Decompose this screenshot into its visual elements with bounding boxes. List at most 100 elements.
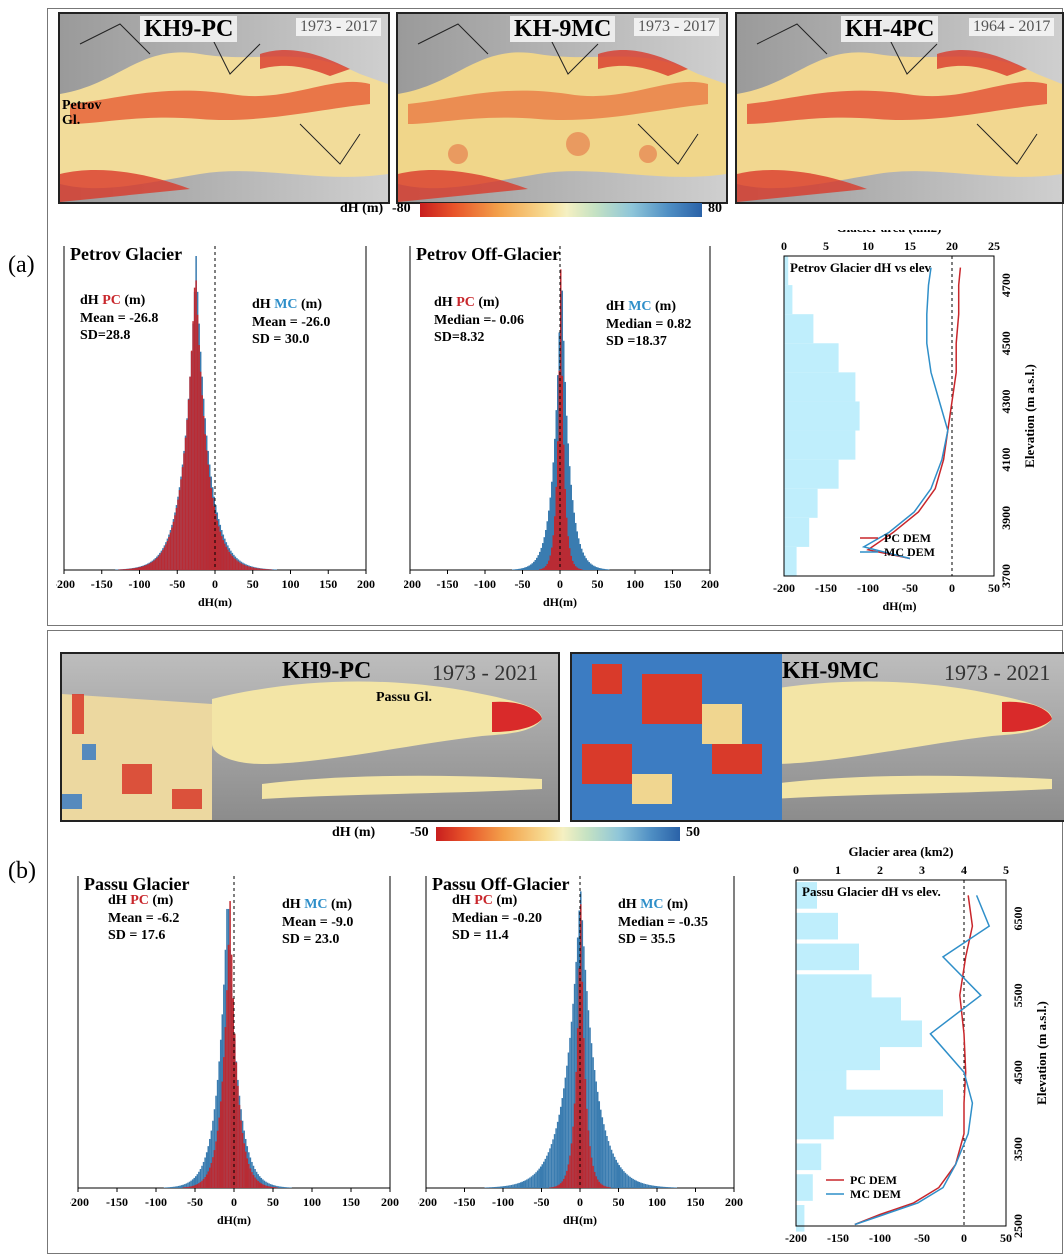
pc-bar: [257, 568, 259, 570]
pc-bar: [586, 1108, 588, 1188]
pc-bar: [560, 269, 562, 570]
y-tick-label: 4500: [999, 331, 1013, 355]
x-tick-label: 200: [701, 577, 719, 591]
top-tick-label: 25: [988, 239, 1000, 253]
pc-bar: [234, 559, 237, 570]
mc-bar: [589, 1027, 591, 1188]
mc-bar: [581, 548, 583, 570]
pc-bar: [549, 555, 551, 570]
mc-bar: [605, 569, 607, 570]
mc-bar: [493, 1187, 496, 1188]
mc-bar: [547, 1152, 550, 1188]
mc-bar: [515, 1183, 517, 1188]
mc-bar: [579, 544, 581, 570]
mc-bar: [640, 1182, 642, 1188]
x-tick-label: 100: [648, 1195, 666, 1209]
mc-bar: [534, 559, 536, 570]
mc-bar: [287, 1187, 289, 1188]
mc-bar: [209, 1138, 211, 1188]
pc-bar: [561, 375, 563, 570]
pc-bar: [241, 1133, 244, 1188]
pc-bar: [184, 1187, 186, 1188]
x-tick-label: -150: [454, 1195, 476, 1209]
pc-stat: Median = -0.20: [452, 911, 542, 926]
mc-bar: [608, 569, 610, 570]
pc-bar: [148, 563, 151, 570]
pc-bar: [248, 566, 250, 570]
pc-bar: [201, 395, 203, 570]
x-tick-label: -150: [827, 1231, 849, 1245]
mc-bar: [503, 1186, 505, 1188]
mc-bar: [615, 1159, 617, 1188]
x-tick-label: -200: [404, 577, 421, 591]
pc-bar: [185, 1187, 188, 1188]
mc-bar: [600, 1109, 602, 1188]
mc-bar: [636, 1181, 639, 1188]
pc-bar: [254, 567, 256, 570]
pc-bar: [168, 536, 170, 570]
pc-bar: [575, 566, 577, 570]
pc-bar: [215, 513, 217, 570]
pc-bar: [243, 1143, 245, 1188]
mc-bar: [603, 568, 605, 570]
y-tick-label: 3500: [1011, 1137, 1025, 1161]
area-bar: [784, 401, 860, 431]
pc-bar: [154, 559, 157, 570]
x-tick-label: -150: [437, 577, 459, 591]
pc-bar: [188, 1186, 191, 1188]
mc-bar: [530, 564, 532, 570]
mc-bar: [532, 1175, 534, 1188]
pc-bar: [211, 497, 214, 570]
mc-bar: [273, 569, 276, 570]
y-tick-label: 5500: [1011, 983, 1025, 1007]
pc-bar: [269, 1186, 272, 1188]
pc-bar: [589, 1146, 591, 1188]
mc-bar: [523, 1181, 525, 1188]
mc-bar: [535, 1172, 537, 1188]
area-bar: [784, 546, 797, 576]
pc-bar: [555, 1186, 557, 1188]
chart-title: Petrov Glacier: [70, 244, 182, 264]
pc-bar: [183, 453, 185, 570]
x-tick-label: 100: [303, 1195, 321, 1209]
pc-bar: [207, 1171, 210, 1188]
mc-bar: [201, 1165, 203, 1188]
mc-bar: [173, 1186, 175, 1188]
mc-bar: [620, 1167, 622, 1188]
mc-bar: [174, 1186, 177, 1188]
x-tick-label: 150: [687, 1195, 705, 1209]
pc-bar: [257, 1181, 259, 1188]
pc-bar: [269, 569, 271, 570]
x-tick-label: -200: [56, 577, 75, 591]
pc-bar: [225, 546, 228, 570]
mc-bar: [179, 1185, 181, 1188]
pc-bar: [119, 569, 122, 570]
pc-bar: [169, 532, 172, 570]
pc-bar: [248, 1163, 250, 1188]
mc-stat: Median = 0.82: [606, 317, 691, 332]
pc-bar: [551, 547, 553, 570]
pc-bar: [215, 1141, 217, 1188]
pc-bar: [540, 568, 542, 570]
pc-bar: [553, 1186, 556, 1188]
mc-bar: [627, 1175, 630, 1188]
pc-bar: [210, 1162, 213, 1188]
panel-a-letter: (a): [8, 252, 35, 278]
mc-bar: [661, 1186, 664, 1188]
area-bar: [796, 997, 901, 1025]
pc-bar: [209, 1167, 211, 1188]
x-tick-label: -50: [902, 581, 918, 595]
pc-bar: [573, 1103, 576, 1188]
map-a-3: KH-4PC 1964 - 2017: [735, 12, 1064, 204]
pc-bar: [145, 565, 148, 570]
pc-bar: [131, 568, 134, 570]
pc-bar: [246, 566, 249, 570]
mc-bar: [115, 569, 117, 570]
chart-title: Passu Glacier dH vs elev.: [802, 884, 941, 899]
top-axis-label: Glacier area (km2): [837, 230, 942, 235]
map-a-3-image: [737, 14, 1062, 202]
top-tick-label: 0: [793, 863, 799, 877]
mc-bar: [672, 1187, 674, 1188]
top-tick-label: 3: [919, 863, 925, 877]
mc-stat: SD = 23.0: [282, 932, 339, 947]
